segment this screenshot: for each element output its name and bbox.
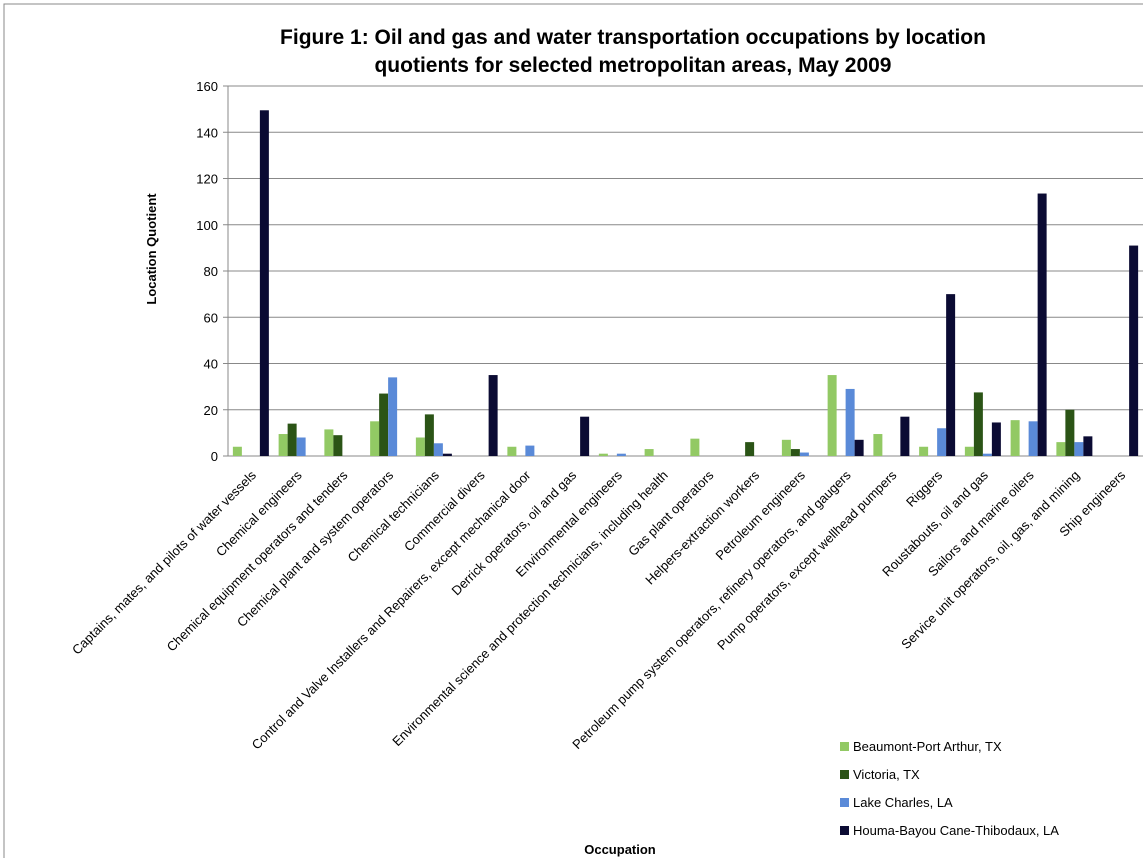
- bar: [1065, 409, 1075, 456]
- x-axis-title: Occupation: [584, 842, 656, 857]
- bar: [580, 416, 590, 456]
- bar: [790, 449, 800, 456]
- legend-swatch: [840, 742, 849, 751]
- legend-label: Beaumont-Port Arthur, TX: [853, 739, 1002, 754]
- bar: [424, 414, 434, 456]
- y-tick-label: 160: [196, 79, 218, 94]
- bar: [296, 437, 306, 456]
- bar: [745, 442, 755, 456]
- bar: [525, 445, 535, 456]
- bar: [799, 452, 809, 456]
- x-tick-label: Commercial divers: [401, 467, 488, 554]
- bar: [442, 453, 452, 456]
- x-tick-label: Chemical engineers: [213, 467, 305, 559]
- legend-swatch: [840, 770, 849, 779]
- y-axis-title: Location Quotient: [144, 193, 159, 305]
- bar: [287, 423, 297, 456]
- y-tick-label: 60: [204, 310, 218, 325]
- bar: [433, 443, 443, 456]
- bar: [1074, 442, 1084, 456]
- legend-label: Victoria, TX: [853, 767, 920, 782]
- y-tick-label: 40: [204, 357, 218, 372]
- bar: [1010, 420, 1020, 456]
- bar: [232, 446, 242, 456]
- bar: [919, 446, 929, 456]
- y-tick-label: 80: [204, 264, 218, 279]
- legend-label: Lake Charles, LA: [853, 795, 953, 810]
- bar: [1129, 245, 1139, 456]
- x-tick-label: Riggers: [903, 467, 946, 510]
- bar: [1028, 421, 1038, 456]
- legend-swatch: [840, 826, 849, 835]
- bar: [616, 453, 626, 456]
- bar: [507, 446, 517, 456]
- y-tick-label: 20: [204, 403, 218, 418]
- y-tick-label: 140: [196, 125, 218, 140]
- bar: [1083, 436, 1093, 456]
- bar: [333, 435, 343, 456]
- bar: [854, 439, 864, 456]
- y-tick-label: 100: [196, 218, 218, 233]
- x-tick-label: Gas plant operators: [625, 467, 717, 559]
- bar: [973, 392, 983, 456]
- bar: [937, 428, 947, 456]
- bar: [388, 377, 398, 456]
- bar: [991, 422, 1001, 456]
- x-tick-label: Chemical equipment operators and tenders: [164, 467, 351, 654]
- bar: [845, 388, 855, 456]
- chart-title: quotients for selected metropolitan area…: [374, 54, 891, 77]
- x-tick-label: Petroleum engineers: [713, 467, 809, 563]
- bar: [259, 110, 269, 456]
- bar: [370, 421, 380, 456]
- bar: [827, 375, 837, 456]
- bar: [690, 438, 700, 456]
- y-tick-label: 0: [211, 449, 218, 464]
- x-tick-label: Captains, mates, and pilots of water ves…: [69, 467, 259, 657]
- legend-label: Houma-Bayou Cane-Thibodaux, LA: [853, 823, 1059, 838]
- bar: [1037, 193, 1047, 456]
- bar: [781, 439, 791, 456]
- bar: [379, 393, 389, 456]
- chart-title: Figure 1: Oil and gas and water transpor…: [280, 26, 986, 49]
- bar: [946, 294, 956, 456]
- bar: [644, 449, 654, 456]
- legend-swatch: [840, 798, 849, 807]
- bar: [964, 446, 974, 456]
- bar: [900, 416, 910, 456]
- bar: [324, 429, 334, 456]
- bar: [598, 453, 608, 456]
- chart-frame: [3, 3, 1143, 858]
- bar: [415, 437, 425, 456]
- bar: [982, 453, 992, 456]
- bar: [278, 434, 288, 456]
- y-tick-label: 120: [196, 172, 218, 187]
- bar: [488, 375, 498, 456]
- bar: [873, 434, 883, 456]
- bar: [1056, 442, 1066, 456]
